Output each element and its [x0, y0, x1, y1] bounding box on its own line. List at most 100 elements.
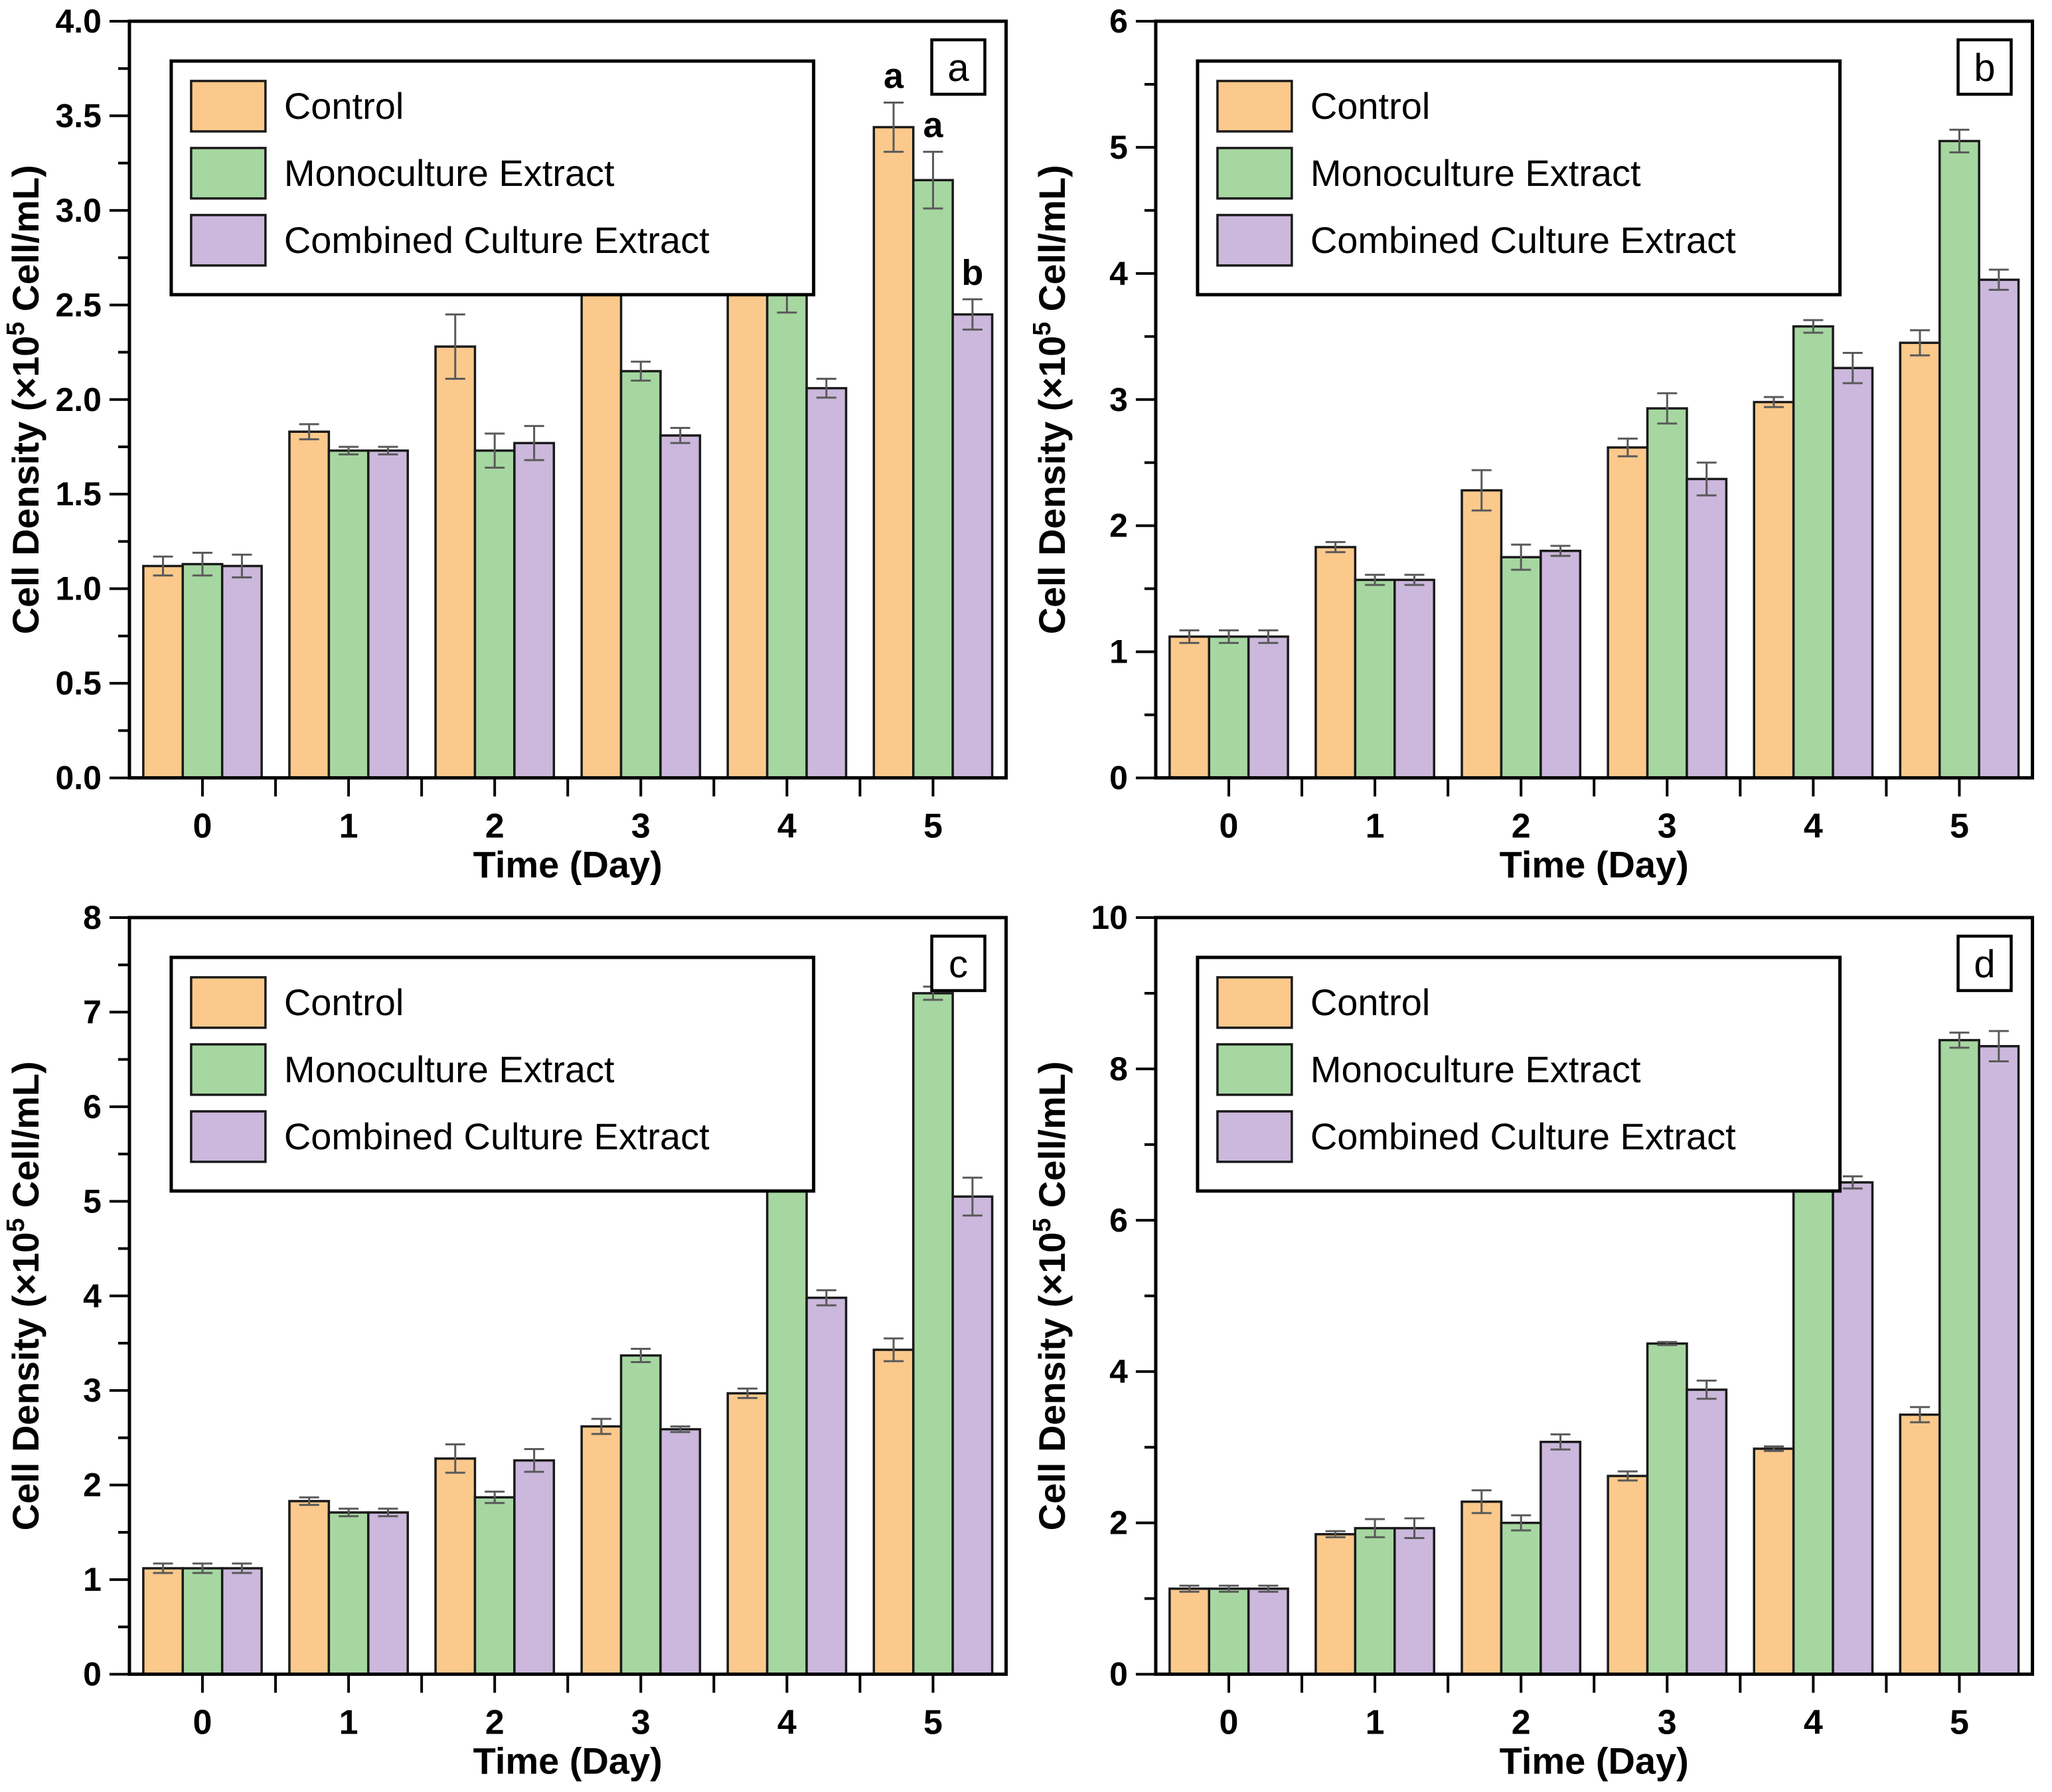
y-axis-ticks	[109, 916, 129, 1676]
significance-letter: a	[884, 56, 904, 96]
bar	[1977, 278, 2019, 779]
chart-svg-c: 0 1 2 3 4 5 6 7 8 0 1 2 3 4 5 Control Monoculture Extrac…	[0, 896, 1026, 1792]
legend-label: Control	[1310, 981, 1429, 1022]
y-tick-label: 4	[1109, 255, 1128, 292]
bar	[1831, 1181, 1873, 1675]
bar	[1938, 1038, 1980, 1675]
bar	[1685, 1388, 1727, 1675]
bar	[1646, 407, 1688, 779]
x-axis-ticks	[200, 777, 935, 797]
y-tick-label: 4	[83, 1277, 102, 1314]
y-tick-label: 3	[1109, 381, 1128, 418]
legend-box	[169, 955, 816, 1192]
bar	[580, 1425, 623, 1675]
bar	[1168, 635, 1210, 779]
error-bar	[232, 553, 252, 579]
bar	[872, 1348, 915, 1675]
x-tick-label: 0	[193, 1703, 212, 1742]
y-tick-label: 6	[1109, 1201, 1128, 1238]
legend-swatch-control	[1216, 80, 1293, 133]
y-tick-label: 3.5	[55, 97, 101, 134]
error-bar	[232, 1562, 252, 1574]
bar	[1460, 1500, 1502, 1675]
error-bar	[1948, 128, 1969, 154]
legend-label: Combined Culture Extract	[284, 219, 710, 261]
legend-box	[1195, 955, 1842, 1192]
legend-label: Combined Culture Extract	[1310, 219, 1735, 261]
x-axis-ticks	[1227, 1674, 1960, 1693]
y-tick-label: 3.0	[55, 192, 101, 229]
error-bar	[1218, 1584, 1239, 1593]
bar	[1938, 139, 1980, 779]
error-bar	[153, 555, 173, 577]
x-tick-label: 5	[923, 807, 943, 846]
legend-label: Monoculture Extract	[284, 152, 615, 194]
bar	[1168, 1587, 1210, 1675]
y-tick-label: 6	[1109, 3, 1128, 40]
bar	[1752, 400, 1794, 779]
bars-series-control	[142, 101, 915, 779]
y-tick-label: 0	[1109, 760, 1128, 797]
x-tick-label: 4	[777, 807, 797, 846]
legend-swatch-monoculture	[1216, 1042, 1293, 1096]
error-bar	[591, 1417, 611, 1435]
error-bar	[962, 298, 983, 331]
error-bar	[524, 425, 544, 461]
legend-swatch-control	[1216, 975, 1293, 1029]
bar	[619, 1354, 662, 1675]
error-bar	[670, 427, 690, 444]
error-bar	[1656, 392, 1677, 425]
error-bar	[1404, 574, 1425, 586]
error-bar	[1325, 540, 1346, 554]
bar	[659, 1427, 702, 1675]
bar	[473, 1495, 516, 1675]
bar	[181, 1566, 224, 1675]
y-axis-ticks	[1135, 19, 1156, 779]
error-bar	[884, 101, 904, 153]
legend-swatch-monoculture	[1216, 147, 1293, 200]
error-bar	[670, 1425, 690, 1433]
legend-label: Control	[284, 85, 404, 127]
y-axis-title: Cell Density (×105 Cell/mL)	[1028, 165, 1072, 634]
x-tick-label: 3	[631, 807, 651, 846]
bar	[1208, 1587, 1249, 1675]
error-bar	[1656, 1341, 1677, 1346]
panel-label-box	[1956, 38, 2013, 96]
x-axis-title: Time (Day)	[1499, 1740, 1688, 1781]
bar	[1792, 325, 1834, 779]
bar	[1208, 635, 1249, 779]
bars-series-combined	[1247, 1029, 2019, 1675]
bar	[1247, 635, 1289, 779]
x-axis-ticks	[1227, 777, 1960, 797]
error-bar	[378, 446, 398, 455]
y-tick-label: 1.5	[55, 475, 101, 513]
bar	[473, 449, 516, 779]
plot-border	[127, 19, 1008, 780]
y-tick-label: 6	[83, 1088, 102, 1125]
legend-box	[1195, 59, 1842, 297]
error-bar	[816, 377, 836, 399]
bar	[1247, 1587, 1289, 1675]
legend-swatch-control	[190, 975, 267, 1029]
x-tick-label: 3	[1657, 1703, 1676, 1742]
y-axis-ticks	[1135, 916, 1156, 1676]
error-bar	[1218, 629, 1239, 644]
y-axis-title: Cell Density (×105 Cell/mL)	[1028, 1061, 1072, 1530]
legend-label: Combined Culture Extract	[1310, 1115, 1735, 1157]
x-tick-label: 2	[1511, 807, 1530, 846]
x-tick-label: 5	[923, 1703, 943, 1742]
x-tick-label: 0	[1219, 1703, 1238, 1742]
y-tick-label: 5	[1109, 129, 1128, 166]
panel-label: b	[1974, 47, 1995, 90]
error-bar	[1763, 1445, 1784, 1452]
bar	[1314, 546, 1356, 779]
bar	[220, 1566, 263, 1675]
panel-label-box	[930, 38, 987, 96]
error-bar	[1842, 352, 1863, 384]
legend-swatch-combined	[1216, 1109, 1293, 1163]
bar	[1899, 341, 1940, 779]
error-bar	[962, 1176, 983, 1216]
bar	[1752, 1447, 1794, 1675]
